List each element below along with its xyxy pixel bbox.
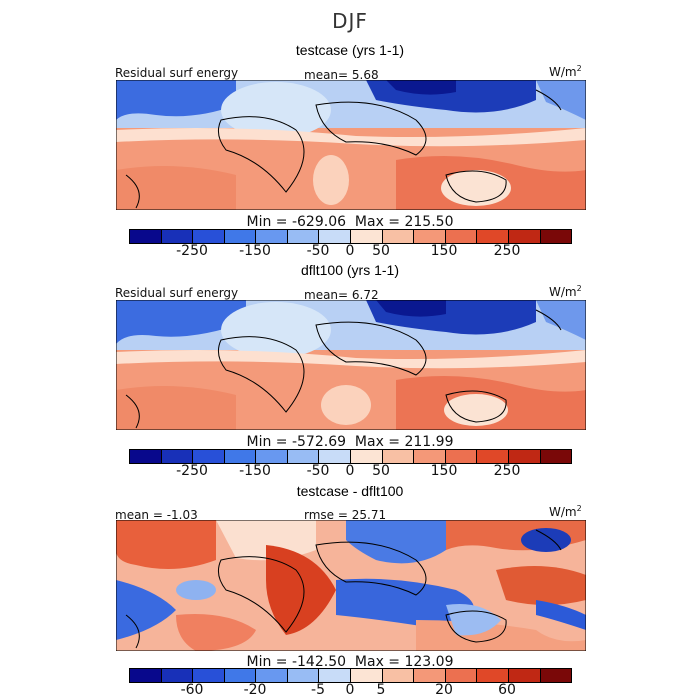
colorbar-swatch xyxy=(477,450,509,463)
colorbar-swatch xyxy=(445,230,478,243)
colorbar-swatch xyxy=(224,669,257,682)
colorbar-swatch xyxy=(287,230,320,243)
colorbar-swatch xyxy=(161,230,194,243)
colorbar-tick-label: -5 xyxy=(311,682,325,698)
colorbar-swatch xyxy=(540,230,572,243)
panel-2-minmax: Min = -572.69 Max = 211.99 xyxy=(246,434,454,450)
panel-1-units: W/m2 xyxy=(549,64,582,79)
colorbar-swatch xyxy=(414,450,446,463)
colorbar-swatch xyxy=(256,669,288,682)
panel-1-heading: testcase (yrs 1-1) xyxy=(295,42,405,58)
colorbar-swatch xyxy=(351,230,383,243)
panel-2-map xyxy=(116,300,586,430)
figure-title: DJF xyxy=(332,9,368,33)
colorbar-swatch xyxy=(193,230,225,243)
colorbar-tick-label: -250 xyxy=(176,463,208,479)
colorbar-swatch xyxy=(382,230,415,243)
colorbar-swatch xyxy=(193,669,225,682)
colorbar-swatch xyxy=(130,230,162,243)
colorbar-swatch xyxy=(319,669,352,682)
colorbar-swatch xyxy=(508,669,541,682)
colorbar-swatch xyxy=(287,669,320,682)
panel-3-rmse-label: rmse = 25.71 xyxy=(304,508,387,522)
panel-1-field-label: Residual surf energy xyxy=(115,66,239,80)
panel-2-units: W/m2 xyxy=(549,284,582,299)
colorbar-swatch xyxy=(161,450,194,463)
panel-1-minmax: Min = -629.06 Max = 215.50 xyxy=(246,214,454,230)
colorbar-swatch xyxy=(287,450,320,463)
colorbar-tick-label: 150 xyxy=(430,243,458,259)
colorbar-swatch xyxy=(414,230,446,243)
colorbar-tick-label: 60 xyxy=(498,682,516,698)
panel-2-heading: dflt100 (yrs 1-1) xyxy=(300,262,400,278)
panel-3-map xyxy=(116,520,586,651)
panel-3-heading: testcase - dflt100 xyxy=(296,483,404,499)
colorbar-tick-label: 250 xyxy=(493,463,521,479)
panel-3-units: W/m2 xyxy=(549,504,582,519)
panel-1-map xyxy=(116,80,586,210)
colorbar-tick-label: -50 xyxy=(306,463,330,479)
colorbar-tick-label: 0 xyxy=(345,463,355,479)
panel-2-mean-label: mean= 6.72 xyxy=(304,288,379,302)
colorbar-tick-label: 50 xyxy=(372,243,390,259)
colorbar-swatch xyxy=(351,669,383,682)
panel-3-colorbar xyxy=(129,668,572,683)
colorbar-swatch xyxy=(445,669,478,682)
panel-1-colorbar xyxy=(129,229,572,244)
colorbar-swatch xyxy=(130,669,162,682)
colorbar-swatch xyxy=(540,669,572,682)
colorbar-tick-label: 150 xyxy=(430,463,458,479)
colorbar-tick-label: -60 xyxy=(180,682,204,698)
colorbar-swatch xyxy=(161,669,194,682)
colorbar-swatch xyxy=(256,450,288,463)
colorbar-swatch xyxy=(193,450,225,463)
panel-2-field-label: Residual surf energy xyxy=(115,286,239,300)
colorbar-tick-label: 0 xyxy=(345,682,355,698)
colorbar-tick-label: 50 xyxy=(372,463,390,479)
colorbar-swatch xyxy=(256,230,288,243)
colorbar-swatch xyxy=(445,450,478,463)
colorbar-tick-label: -20 xyxy=(243,682,267,698)
colorbar-swatch xyxy=(319,230,352,243)
panel-3-minmax: Min = -142.50 Max = 123.09 xyxy=(246,654,454,670)
colorbar-swatch xyxy=(382,669,415,682)
colorbar-tick-label: -50 xyxy=(306,243,330,259)
panel-1-mean-label: mean= 5.68 xyxy=(304,68,379,82)
colorbar-swatch xyxy=(224,450,257,463)
colorbar-swatch xyxy=(477,669,509,682)
colorbar-tick-label: -250 xyxy=(176,243,208,259)
colorbar-tick-label: 5 xyxy=(376,682,386,698)
colorbar-tick-label: 250 xyxy=(493,243,521,259)
colorbar-swatch xyxy=(130,450,162,463)
colorbar-swatch xyxy=(319,450,352,463)
colorbar-swatch xyxy=(508,450,541,463)
panel-3-mean-label: mean = -1.03 xyxy=(115,508,198,522)
colorbar-tick-label: 0 xyxy=(345,243,355,259)
colorbar-swatch xyxy=(414,669,446,682)
colorbar-tick-label: -150 xyxy=(239,463,271,479)
colorbar-swatch xyxy=(382,450,415,463)
colorbar-swatch xyxy=(224,230,257,243)
panel-2-colorbar xyxy=(129,449,572,464)
colorbar-swatch xyxy=(540,450,572,463)
colorbar-swatch xyxy=(508,230,541,243)
colorbar-swatch xyxy=(351,450,383,463)
colorbar-tick-label: 20 xyxy=(435,682,453,698)
colorbar-tick-label: -150 xyxy=(239,243,271,259)
colorbar-swatch xyxy=(477,230,509,243)
